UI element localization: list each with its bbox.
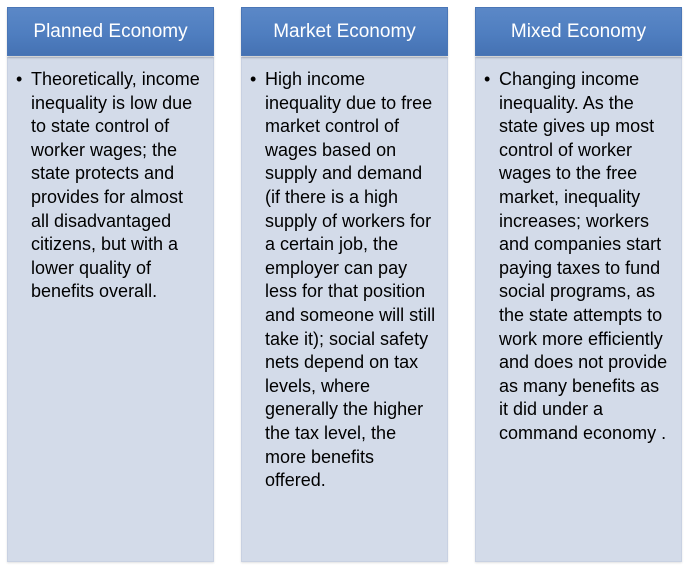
market-economy-description: High income inequality due to free marke… — [265, 69, 436, 491]
mixed-economy-bullet-item: • Changing income inequality. As the sta… — [484, 68, 673, 446]
planned-economy-title: Planned Economy — [33, 20, 188, 42]
market-economy-header: Market Economy — [241, 7, 448, 56]
mixed-economy-body: • Changing income inequality. As the sta… — [475, 57, 682, 562]
planned-economy-header: Planned Economy — [7, 7, 214, 56]
planned-economy-body: • Theoretically, income inequality is lo… — [7, 57, 214, 562]
market-economy-body: • High income inequality due to free mar… — [241, 57, 448, 562]
market-economy-title: Market Economy — [273, 20, 416, 42]
mixed-economy-header: Mixed Economy — [475, 7, 682, 56]
planned-economy-bullet-item: • Theoretically, income inequality is lo… — [16, 68, 205, 304]
planned-economy-description: Theoretically, income inequality is low … — [31, 69, 200, 302]
bullet-icon: • — [250, 69, 257, 89]
planned-economy-column: Planned Economy • Theoretically, income … — [7, 7, 214, 562]
bullet-icon: • — [16, 69, 23, 89]
bullet-icon: • — [484, 69, 491, 89]
mixed-economy-column: Mixed Economy • Changing income inequali… — [475, 7, 682, 562]
mixed-economy-description: Changing income inequality. As the state… — [499, 69, 668, 443]
mixed-economy-title: Mixed Economy — [510, 20, 647, 42]
market-economy-column: Market Economy • High income inequality … — [241, 7, 448, 562]
market-economy-bullet-item: • High income inequality due to free mar… — [250, 68, 439, 493]
